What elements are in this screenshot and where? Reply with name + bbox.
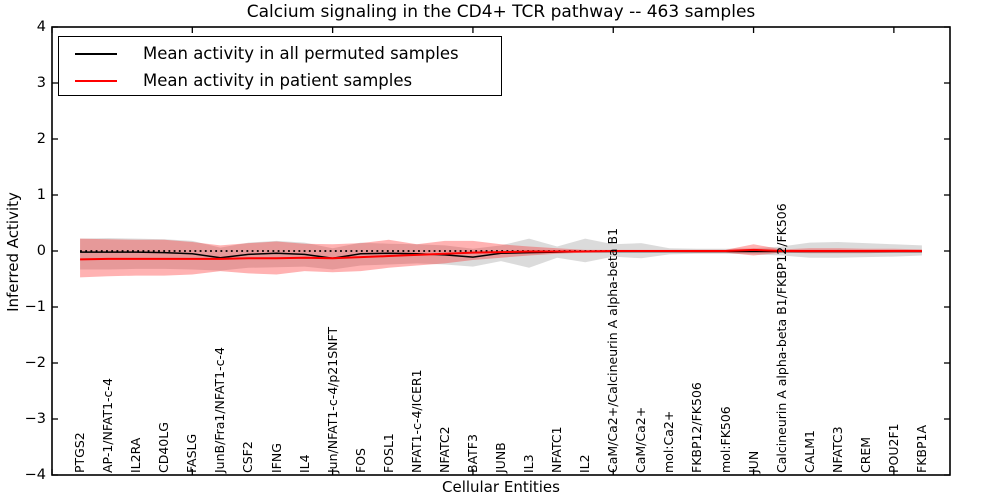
x-axis-entity-label: JUNB — [493, 442, 508, 473]
x-axis-entity-label: IL2RA — [128, 437, 144, 473]
x-axis-entity-label: CaM/Ca2+/Calcineurin A alpha-beta B1 — [605, 227, 621, 473]
legend-label: Mean activity in patient samples — [143, 71, 413, 90]
legend: Mean activity in all permuted samples Me… — [58, 36, 502, 96]
x-axis-entity-label: NFAT1-c-4/ICER1 — [408, 369, 424, 473]
x-axis-entity-label: AP-1/NFAT1-c-4 — [100, 378, 116, 473]
legend-label: Mean activity in all permuted samples — [143, 44, 459, 63]
x-axis-entity-label: POU2F1 — [885, 423, 901, 473]
x-axis-entity-label: NFATC2 — [436, 426, 452, 473]
x-axis-entity-label: IL4 — [296, 454, 312, 473]
x-axis-entity-label: IL2 — [577, 454, 593, 473]
x-axis-entity-label: CD40LG — [156, 422, 172, 473]
patient-mean-line — [80, 248, 922, 261]
y-axis-tick-label: 0 — [36, 243, 46, 259]
permuted-samples-std-band — [80, 238, 922, 271]
x-axis-entity-label: mol:Ca2+ — [661, 410, 677, 473]
x-axis-entity-label: FKBP12/FK506 — [689, 382, 705, 473]
legend-line-swatch-black — [75, 52, 117, 55]
x-axis-entity-label: mol:FK506 — [717, 406, 733, 473]
x-axis-entity-label: BATF3 — [464, 434, 480, 473]
legend-line-swatch-red — [75, 79, 117, 82]
x-axis-entity-label: Jun/NFAT1-c-4/p21SNFT — [324, 326, 340, 473]
x-axis-entity-label: IL3 — [521, 454, 537, 473]
x-axis-entity-label: FOSL1 — [380, 433, 396, 473]
y-axis-tick-label: 2 — [36, 131, 46, 147]
y-axis-tick-label: −4 — [24, 467, 46, 483]
x-axis-entity-label: PTGS2 — [72, 432, 88, 473]
x-axis-entity-label: IFNG — [268, 443, 284, 473]
x-axis-entity-label: FASLG — [184, 433, 200, 473]
x-axis-entity-label: FKBP1A — [913, 424, 929, 473]
x-axis-entity-label: JUN — [745, 450, 761, 473]
x-axis-entity-label: FOS — [352, 448, 368, 473]
y-axis-tick-label: 3 — [36, 75, 46, 91]
x-axis-entity-label: NFATC3 — [829, 426, 845, 473]
x-axis-entity-label: Calcineurin A alpha-beta B1/FKBP12/FK506 — [773, 203, 789, 473]
y-axis-tick-label: −3 — [24, 411, 46, 427]
chart-title: Calcium signaling in the CD4+ TCR pathwa… — [246, 2, 756, 22]
y-axis-tick-label: −2 — [24, 355, 46, 371]
y-axis-tick-label: 1 — [36, 187, 46, 203]
x-axis-entity-label: CALM1 — [801, 430, 817, 473]
y-axis-tick-label: 4 — [36, 19, 46, 35]
y-axis-tick-label: −1 — [24, 299, 46, 315]
x-axis-entity-label: CREM — [857, 436, 873, 473]
legend-item-permuted: Mean activity in all permuted samples — [59, 40, 501, 67]
x-axis-entity-label: NFATC1 — [549, 426, 565, 473]
x-axis-entity-label: CaM/Ca2+ — [633, 406, 649, 473]
x-axis-entity-label: CSF2 — [240, 441, 256, 473]
legend-item-patient: Mean activity in patient samples — [59, 67, 501, 94]
patient-samples-std-band — [80, 238, 922, 278]
x-axis-label: Cellular Entities — [442, 478, 560, 496]
x-axis-entity-label: JunB/Fra1/NFAT1-c-4 — [212, 347, 228, 473]
